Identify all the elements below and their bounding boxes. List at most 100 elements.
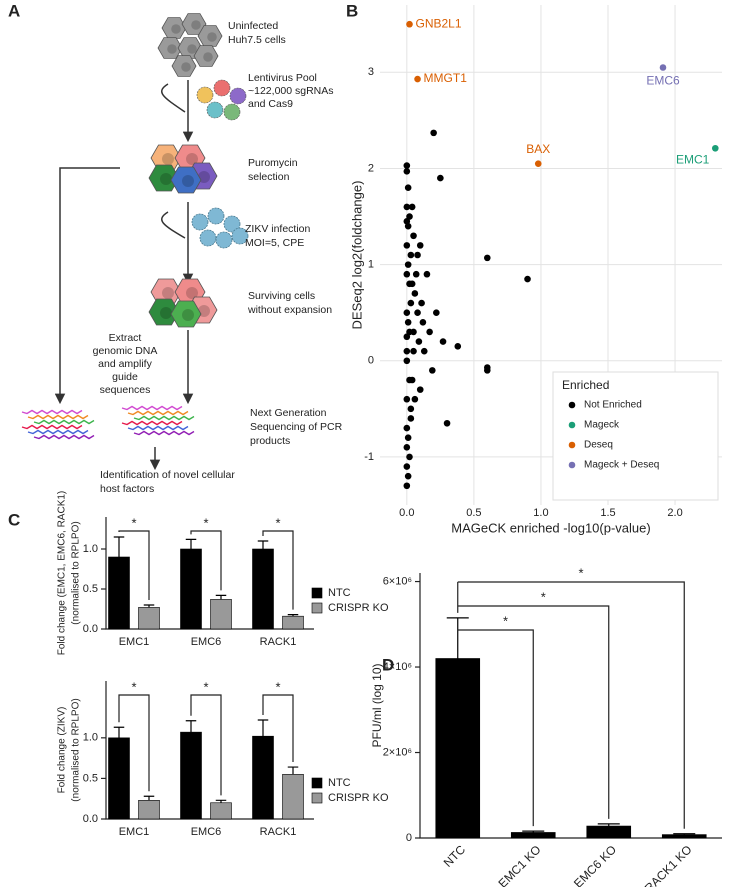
- bar: [210, 599, 232, 630]
- significance-label: *: [541, 589, 546, 604]
- significance-bracket: [190, 530, 222, 591]
- virus: [213, 79, 231, 97]
- point: [406, 213, 413, 220]
- step-label: Sequencing of PCR: [250, 421, 343, 433]
- y-axis-label: (normalised to RPLPO): [71, 521, 82, 624]
- error-bar: [287, 766, 299, 775]
- significance-bracket: [190, 694, 222, 796]
- error-bar: [287, 614, 299, 617]
- cell: [161, 17, 187, 39]
- sequence-read: [133, 415, 195, 421]
- point: [403, 168, 411, 175]
- point: [711, 144, 719, 152]
- sequence-read: [27, 429, 89, 435]
- significance-bracket: [118, 694, 150, 792]
- nucleus: [160, 173, 172, 185]
- virus: [199, 229, 217, 247]
- error-bar: [113, 726, 125, 738]
- point: [411, 290, 419, 297]
- x-tick-label: 1.5: [600, 507, 615, 519]
- y-axis-label: DESeq2 log2(foldchange): [349, 181, 364, 330]
- point: [406, 280, 413, 288]
- significance-bracket: [262, 694, 294, 763]
- significance-label: *: [203, 515, 208, 530]
- legend-label: CRISPR KO: [328, 602, 389, 614]
- legend-marker: [311, 587, 323, 599]
- sequence-read: [127, 425, 189, 431]
- point: [419, 319, 427, 326]
- x-tick-label: NTC: [441, 842, 469, 870]
- virus: [223, 103, 241, 121]
- y-axis-label: Fold change (EMC1, EMC6, RACK1): [57, 491, 68, 656]
- legend-marker: [568, 401, 576, 409]
- diagram-arrows: [54, 80, 194, 471]
- significance-label: *: [131, 515, 136, 530]
- x-tick-label: EMC6: [191, 636, 222, 648]
- step-label: Puromycin: [248, 157, 298, 169]
- significance-label: *: [131, 679, 136, 694]
- point: [406, 376, 413, 384]
- cell: [171, 55, 197, 77]
- cell: [170, 166, 202, 194]
- point-label: MMGT1: [424, 71, 468, 85]
- y-tick-label: 6×10⁶: [383, 575, 412, 587]
- error-bar: [143, 604, 155, 608]
- panel-label: A: [8, 1, 20, 20]
- legend-label: Not Enriched: [584, 400, 642, 411]
- point: [433, 309, 440, 316]
- legend-label: CRISPR KO: [328, 792, 389, 804]
- step-label: Extract: [109, 332, 142, 344]
- step-label: genomic DNA: [93, 345, 158, 357]
- y-tick-label: 0.5: [83, 583, 98, 595]
- nucleus: [171, 24, 181, 34]
- legend-marker: [568, 461, 576, 469]
- point: [403, 309, 411, 316]
- legend-label: Mageck + Deseq: [584, 460, 659, 471]
- significance-label: *: [275, 679, 280, 694]
- step-label: selection: [248, 171, 290, 183]
- x-axis-label: MAGeCK enriched -log10(p-value): [451, 520, 650, 535]
- error-bar: [113, 536, 125, 557]
- error-bar: [597, 823, 620, 827]
- step-label: ZIKV infection: [245, 223, 311, 235]
- step-label: ~122,000 sgRNAs: [248, 85, 334, 97]
- nucleus: [186, 287, 198, 299]
- point: [443, 419, 451, 427]
- significance-label: *: [275, 515, 280, 530]
- point: [403, 270, 411, 278]
- point-label: BAX: [526, 142, 550, 156]
- point: [430, 129, 437, 137]
- point: [414, 309, 421, 316]
- point: [410, 232, 417, 240]
- step-label: sequences: [100, 384, 151, 396]
- point: [524, 275, 531, 283]
- y-tick-label: 0.0: [83, 813, 98, 825]
- point: [407, 405, 415, 413]
- bar: [210, 802, 232, 820]
- y-axis-label: PFU/ml (log 10): [370, 663, 384, 747]
- point: [403, 333, 411, 341]
- bar: [282, 774, 304, 820]
- y-tick-label: 1.0: [83, 543, 98, 555]
- error-bar: [446, 617, 469, 659]
- y-tick-label: 3: [368, 66, 374, 78]
- virus: [231, 227, 249, 245]
- sequence-read: [121, 420, 183, 426]
- virus: [215, 231, 233, 249]
- nucleus: [167, 44, 177, 54]
- step-label: Identification of novel cellular: [100, 469, 235, 481]
- point: [414, 251, 421, 259]
- panel-label: C: [8, 510, 20, 529]
- point-label: EMC1: [676, 152, 710, 166]
- virus: [223, 215, 241, 233]
- x-tick-label: EMC1: [119, 636, 150, 648]
- point: [406, 20, 413, 28]
- point: [403, 357, 411, 365]
- bar: [180, 548, 202, 630]
- point: [414, 75, 421, 83]
- x-tick-label: EMC6: [191, 826, 222, 838]
- sequence-read: [33, 434, 95, 440]
- point: [659, 64, 667, 71]
- nucleus: [162, 153, 174, 165]
- significance-bracket: [457, 581, 685, 829]
